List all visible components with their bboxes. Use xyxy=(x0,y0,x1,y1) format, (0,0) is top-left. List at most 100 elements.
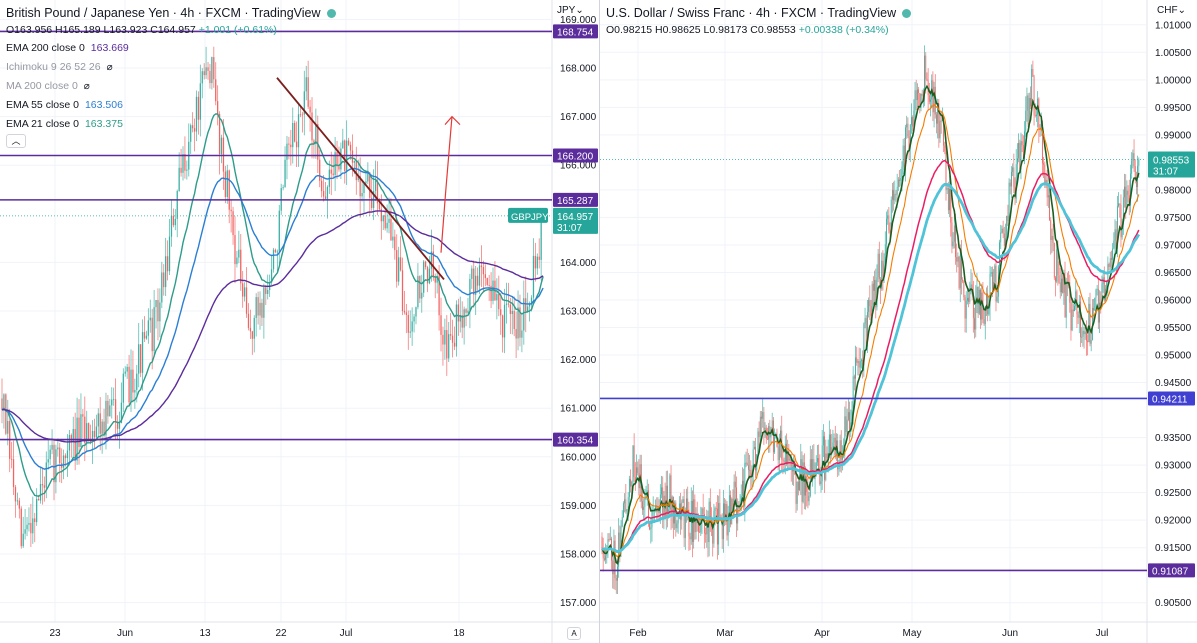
candle-body xyxy=(401,270,404,311)
candle-body xyxy=(1084,331,1086,335)
candle-body xyxy=(419,276,421,299)
candle-body xyxy=(853,376,855,379)
candle-body xyxy=(824,436,825,480)
candle-body xyxy=(962,279,964,282)
eye-hidden-icon[interactable]: ⌀ xyxy=(83,81,90,92)
candle-body xyxy=(713,511,715,544)
candle-body xyxy=(95,426,98,438)
horizontal-level-1-label: 0.91087 xyxy=(1152,566,1189,577)
candle-body xyxy=(384,215,386,229)
candle-body xyxy=(661,487,662,495)
candle-body xyxy=(636,467,637,483)
candle-body xyxy=(10,458,13,460)
candle-body xyxy=(338,166,340,170)
candle-body xyxy=(1025,110,1027,132)
candle-body xyxy=(795,474,797,504)
candle-body xyxy=(995,265,997,302)
gbpjpy-chart-panel[interactable]: 169.000 168.000 167.000 166.000 164.000 163.0… xyxy=(0,0,600,643)
candle-body xyxy=(540,215,542,260)
candle-body xyxy=(820,481,822,485)
candle-body xyxy=(1003,233,1005,247)
gbpjpy-chart-canvas[interactable]: 169.000 168.000 167.000 166.000 164.000 163.0… xyxy=(0,0,600,643)
candle-body xyxy=(828,434,830,454)
candle-body xyxy=(1109,258,1111,267)
indicator-ema200[interactable]: EMA 200 close 0 163.669 xyxy=(6,42,129,54)
candle-body xyxy=(409,331,411,333)
horizontal-level-0-label: 168.754 xyxy=(557,27,594,38)
y-tick-label: 0.98000 xyxy=(1155,185,1192,196)
y-tick-label: 1.00000 xyxy=(1155,75,1192,86)
candle-body xyxy=(701,508,703,520)
candle-body xyxy=(949,189,950,211)
candle-body xyxy=(16,500,19,502)
candle-body xyxy=(469,278,471,311)
candle-body xyxy=(1066,281,1068,282)
candle-body xyxy=(380,209,383,222)
candle-body xyxy=(157,299,159,322)
auto-scale-button[interactable]: A xyxy=(567,627,581,640)
candle-body xyxy=(288,143,290,145)
candle-body xyxy=(1046,179,1048,198)
candle-body xyxy=(1062,278,1064,293)
candle-body xyxy=(523,298,525,331)
eye-hidden-icon[interactable]: ⌀ xyxy=(106,62,113,73)
candle-body xyxy=(324,196,327,199)
candle-body xyxy=(3,394,5,410)
candle-body xyxy=(57,447,59,450)
candle-body xyxy=(617,566,618,581)
candle-body xyxy=(538,256,540,260)
candle-body xyxy=(981,292,983,320)
usdchf-chart-canvas[interactable]: 1.01000 1.00500 1.00000 0.99500 0.99000 0.980… xyxy=(600,0,1197,643)
candle-body xyxy=(1011,171,1012,187)
candle-body xyxy=(969,288,971,302)
candle-body xyxy=(1121,224,1123,238)
candle-body xyxy=(28,522,30,525)
candle-body xyxy=(643,506,645,510)
y-tick-label: 160.000 xyxy=(560,452,597,463)
candle-body xyxy=(990,272,992,274)
candle-body xyxy=(819,468,821,485)
candle-body xyxy=(852,376,854,410)
candle-body xyxy=(624,499,626,504)
candle-body xyxy=(671,496,673,517)
market-status-icon xyxy=(902,9,912,19)
candle-body xyxy=(32,518,34,534)
candle-body xyxy=(1074,305,1075,312)
candle-body xyxy=(1113,240,1115,249)
candle-body xyxy=(936,114,937,124)
candle-body xyxy=(1089,303,1091,344)
candle-body xyxy=(396,250,398,282)
candle-body xyxy=(662,487,664,519)
candle-body xyxy=(882,260,884,278)
indicator-ema55[interactable]: EMA 55 close 0 163.506 xyxy=(6,99,123,111)
indicator-ma200[interactable]: MA 200 close 0 ⌀ xyxy=(6,80,90,92)
candle-body xyxy=(1055,277,1056,282)
candle-body xyxy=(628,478,630,498)
collapse-legend-button[interactable]: ︿ xyxy=(6,134,26,148)
candle-body xyxy=(782,459,784,461)
candle-body xyxy=(991,272,993,290)
currency-selector[interactable]: JPY⌄ xyxy=(557,5,584,16)
chart-title: U.S. Dollar / Swiss Franc · 4h · FXCM · … xyxy=(606,6,912,20)
candle-body xyxy=(740,495,742,505)
candle-body xyxy=(964,297,966,319)
candle-body xyxy=(975,299,977,330)
candle-body xyxy=(827,453,829,458)
x-tick-label: Jun xyxy=(1002,628,1018,639)
indicator-ichimoku[interactable]: Ichimoku 9 26 52 26 ⌀ xyxy=(6,61,113,73)
candle-body xyxy=(87,423,90,442)
usdchf-chart-panel[interactable]: 1.01000 1.00500 1.00000 0.99500 0.99000 0.980… xyxy=(600,0,1197,643)
candle-body xyxy=(788,450,790,461)
candle-body xyxy=(164,256,167,288)
candle-body xyxy=(892,190,893,200)
candle-body xyxy=(867,312,868,347)
candle-body xyxy=(1056,249,1058,282)
candle-body xyxy=(947,188,949,211)
candle-body xyxy=(1083,330,1085,335)
indicator-ema21[interactable]: EMA 21 close 0 163.375 xyxy=(6,118,123,130)
candle-body xyxy=(521,330,523,338)
currency-selector[interactable]: CHF⌄ xyxy=(1157,5,1186,16)
candle-body xyxy=(421,292,423,299)
candle-body xyxy=(961,254,962,280)
candle-body xyxy=(91,430,94,443)
